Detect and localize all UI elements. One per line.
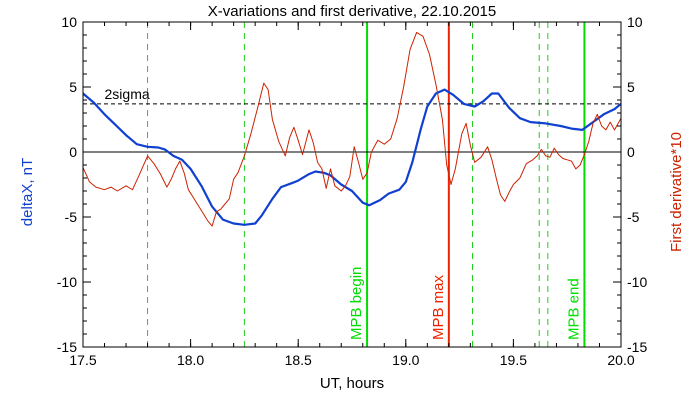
y-tick-label-right: -15 xyxy=(627,339,647,355)
y-tick-label-left: 0 xyxy=(69,144,77,160)
series-line-0 xyxy=(83,88,621,226)
y-axis-label-left: deltaX, nT xyxy=(19,158,36,226)
y-tick-label-right: -5 xyxy=(627,209,640,225)
series-layer xyxy=(83,31,621,227)
event-marker-label-1: MPB max xyxy=(430,274,447,340)
event-marker-label-2: MPB end xyxy=(565,278,582,340)
y-tick-label-right: 0 xyxy=(627,144,635,160)
y-tick-label-right: 5 xyxy=(627,79,635,95)
event-marker-label-0: MPB begin xyxy=(348,267,365,340)
x-tick-label: 19.5 xyxy=(500,352,527,368)
x-tick-label: 17.5 xyxy=(69,352,96,368)
x-tick-label: 20.0 xyxy=(607,352,634,368)
y-tick-label-right: 10 xyxy=(627,14,643,30)
series-line-1 xyxy=(83,31,621,227)
y-tick-label-left: -15 xyxy=(57,339,77,355)
y-tick-label-left: 5 xyxy=(69,79,77,95)
y-tick-label-left: -10 xyxy=(57,274,77,290)
x-tick-label: 18.5 xyxy=(285,352,312,368)
y-tick-label-right: -10 xyxy=(627,274,647,290)
plot-frame xyxy=(82,21,622,348)
reference-line-layer: 2sigma xyxy=(83,86,621,153)
threshold-label: 2sigma xyxy=(105,86,150,102)
x-tick-label: 19.0 xyxy=(392,352,419,368)
y-tick-label-left: 10 xyxy=(61,14,77,30)
y-tick-label-left: -5 xyxy=(65,209,78,225)
x-axis-label: UT, hours xyxy=(320,375,384,392)
y-axis-label-right: First derivative*10 xyxy=(668,132,685,252)
x-tick-label: 18.0 xyxy=(177,352,204,368)
marker-layer: MPB begin MPB max MPB end xyxy=(147,22,586,347)
axis-ticks: 17.5 18.0 18.5 19.0 19.5 20.0-15 -15-10 -10-5 -5… xyxy=(57,14,648,368)
chart-title: X-variations and first derivative, 22.10… xyxy=(208,3,497,20)
